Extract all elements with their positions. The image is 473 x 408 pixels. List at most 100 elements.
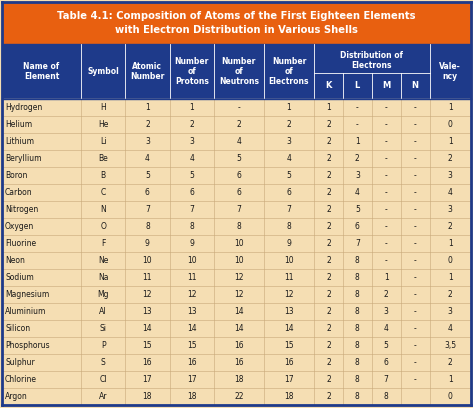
Text: 2: 2 [326, 205, 331, 214]
Text: 9: 9 [287, 239, 291, 248]
Text: Symbol: Symbol [87, 67, 119, 76]
Text: Sulphur: Sulphur [5, 358, 35, 367]
Text: -: - [385, 137, 388, 146]
Text: 2: 2 [326, 341, 331, 350]
Text: 6: 6 [287, 188, 291, 197]
Text: P: P [101, 341, 105, 350]
Text: 3: 3 [355, 171, 360, 180]
Text: 1: 1 [448, 103, 453, 112]
Text: 15: 15 [142, 341, 152, 350]
Text: 1: 1 [384, 273, 389, 282]
Text: S: S [101, 358, 105, 367]
Text: 14: 14 [142, 324, 152, 333]
Text: 2: 2 [326, 120, 331, 129]
Text: Neon: Neon [5, 256, 25, 265]
Text: -: - [385, 205, 388, 214]
Text: 6: 6 [236, 171, 241, 180]
Text: 8: 8 [355, 341, 360, 350]
Text: Li: Li [100, 137, 106, 146]
Text: -: - [414, 205, 417, 214]
Text: 6: 6 [145, 188, 150, 197]
Text: Ar: Ar [99, 392, 107, 401]
Bar [2, 99, 471, 116]
Text: 15: 15 [284, 341, 294, 350]
Bar [2, 252, 471, 269]
Text: 1: 1 [448, 273, 453, 282]
Text: -: - [414, 188, 417, 197]
Text: 3: 3 [448, 307, 453, 316]
Text: 10: 10 [187, 256, 196, 265]
Text: Cl: Cl [99, 375, 107, 384]
Text: 3: 3 [287, 137, 291, 146]
Text: Oxygen: Oxygen [5, 222, 34, 231]
Text: Al: Al [99, 307, 107, 316]
Text: 14: 14 [187, 324, 196, 333]
Text: 2: 2 [326, 375, 331, 384]
Text: Argon: Argon [5, 392, 28, 401]
Text: 4: 4 [236, 137, 241, 146]
Text: M: M [382, 81, 390, 90]
Text: -: - [414, 341, 417, 350]
Text: 12: 12 [234, 290, 244, 299]
Text: Sodium: Sodium [5, 273, 34, 282]
Text: 10: 10 [284, 256, 294, 265]
Bar [2, 371, 471, 388]
Text: 14: 14 [234, 324, 244, 333]
Text: 17: 17 [284, 375, 294, 384]
Text: 5: 5 [236, 154, 241, 163]
Text: 1: 1 [189, 103, 194, 112]
Text: 3: 3 [448, 171, 453, 180]
Text: 3: 3 [189, 137, 194, 146]
Text: -: - [414, 324, 417, 333]
Text: 8: 8 [236, 222, 241, 231]
Text: 4: 4 [448, 324, 453, 333]
Text: 18: 18 [284, 392, 294, 401]
Text: 8: 8 [384, 392, 389, 401]
Text: 8: 8 [189, 222, 194, 231]
Text: Nitrogen: Nitrogen [5, 205, 38, 214]
Text: 4: 4 [189, 154, 194, 163]
Text: -: - [414, 375, 417, 384]
Text: -: - [385, 256, 388, 265]
Bar [2, 388, 471, 405]
Text: 0: 0 [448, 392, 453, 401]
Text: -: - [414, 154, 417, 163]
Text: -: - [385, 188, 388, 197]
Bar [2, 167, 471, 184]
Text: -: - [356, 103, 359, 112]
Text: Silicon: Silicon [5, 324, 30, 333]
Text: 8: 8 [145, 222, 150, 231]
Text: 17: 17 [187, 375, 196, 384]
Text: Number
of
Protons: Number of Protons [175, 57, 209, 86]
Text: 22: 22 [234, 392, 244, 401]
Text: -: - [414, 307, 417, 316]
Text: 8: 8 [355, 375, 360, 384]
Text: -: - [385, 120, 388, 129]
Text: 5: 5 [145, 171, 150, 180]
Text: Chlorine: Chlorine [5, 375, 37, 384]
Text: 10: 10 [234, 256, 244, 265]
Bar [2, 2, 471, 44]
Text: 16: 16 [234, 358, 244, 367]
Text: K: K [325, 81, 332, 90]
Text: 10: 10 [234, 239, 244, 248]
Text: Be: Be [98, 154, 108, 163]
Text: 2: 2 [448, 290, 453, 299]
Text: Magnesium: Magnesium [5, 290, 49, 299]
Text: 0: 0 [448, 256, 453, 265]
Text: 9: 9 [145, 239, 150, 248]
Text: 1: 1 [448, 137, 453, 146]
Text: Ne: Ne [98, 256, 108, 265]
Text: 4: 4 [355, 188, 360, 197]
Text: 3: 3 [448, 205, 453, 214]
Text: Hydrogen: Hydrogen [5, 103, 42, 112]
Text: 4: 4 [384, 324, 389, 333]
Text: O: O [100, 222, 106, 231]
Text: 2: 2 [189, 120, 194, 129]
Text: 4: 4 [287, 154, 291, 163]
Text: 5: 5 [355, 205, 360, 214]
Text: 2: 2 [326, 222, 331, 231]
Text: B: B [101, 171, 105, 180]
Text: Number
of
Electrons: Number of Electrons [269, 57, 309, 86]
Text: 7: 7 [145, 205, 150, 214]
